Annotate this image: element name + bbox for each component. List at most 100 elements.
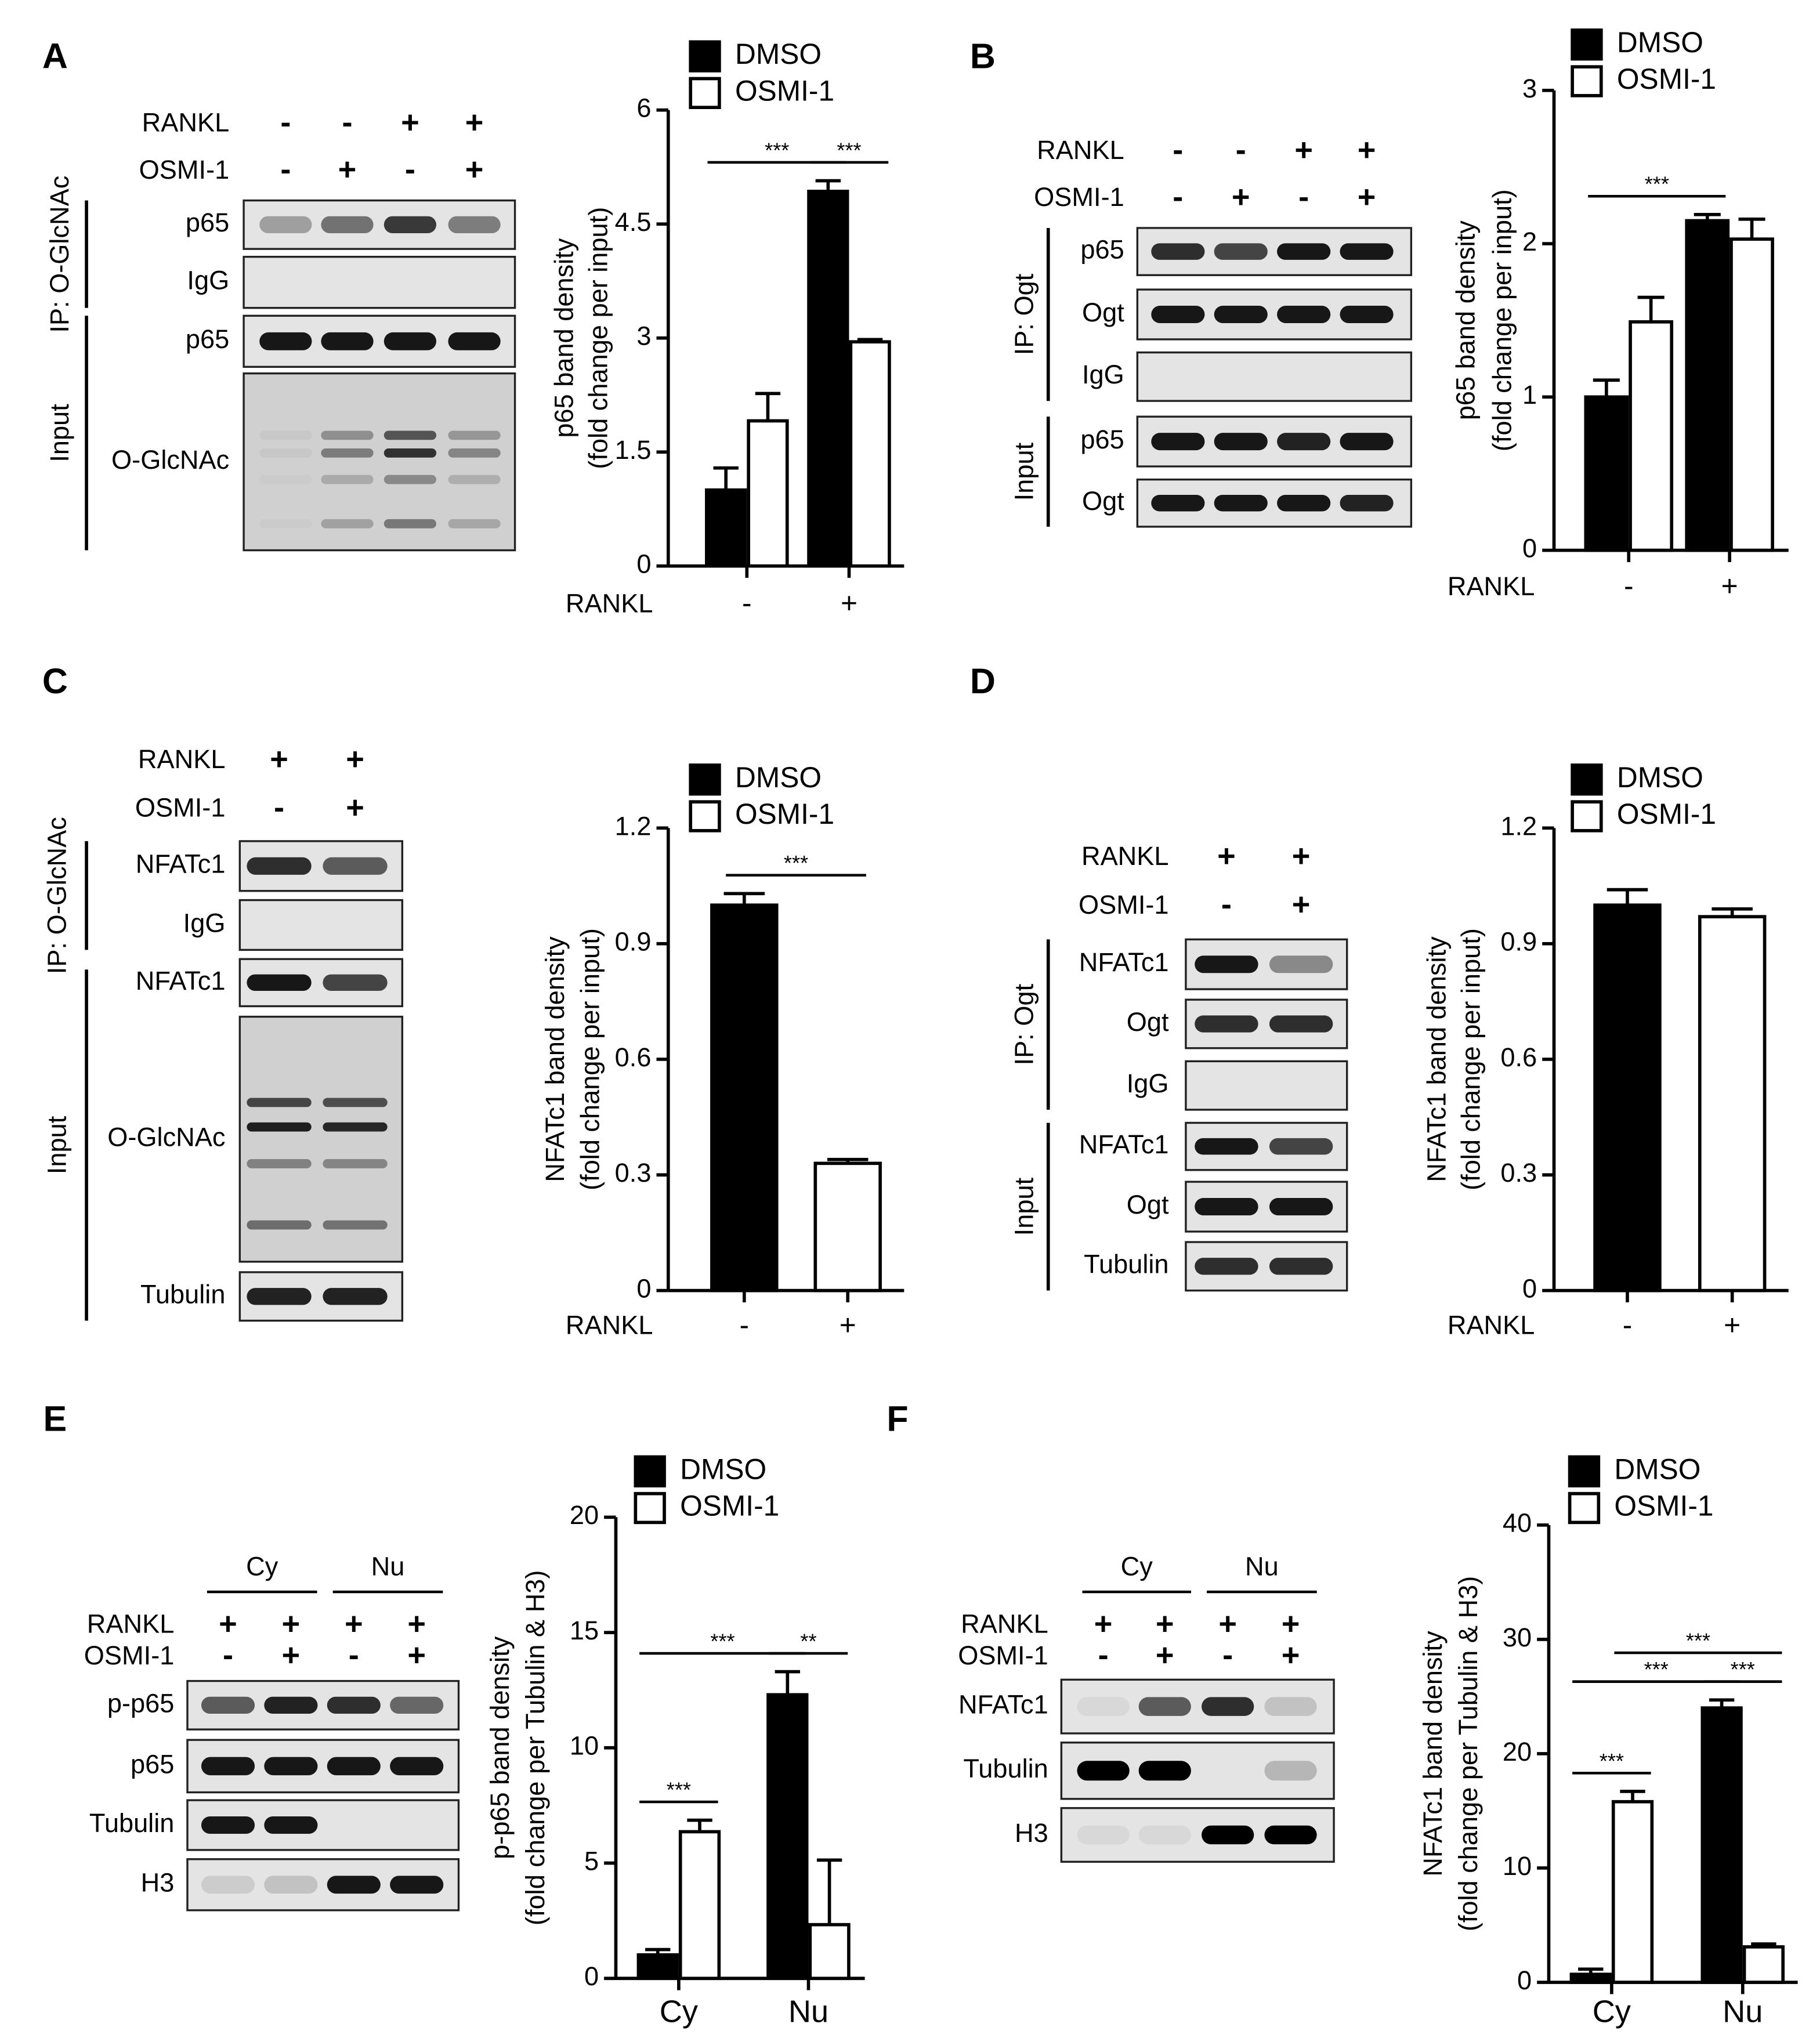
blot-band — [1264, 1825, 1317, 1845]
blot-band — [1269, 1138, 1333, 1155]
blot-band — [1269, 1198, 1333, 1216]
group-label: Input — [1009, 442, 1039, 501]
error-bar — [723, 892, 765, 906]
condition-sign: + — [1217, 839, 1236, 874]
condition-sign: - — [405, 152, 415, 187]
row-label: Ogt — [1082, 298, 1124, 327]
blot-band — [327, 1876, 381, 1894]
y-axis-label: (fold change per input) — [1456, 928, 1485, 1190]
condition-sign: - — [1098, 1638, 1109, 1673]
group-label: IP: O-GlcNAc — [42, 817, 72, 974]
blot-band — [1277, 306, 1331, 324]
condition-sign: - — [280, 152, 291, 187]
blot-strip — [238, 1015, 404, 1263]
blot-band — [259, 475, 312, 484]
bar — [1698, 915, 1767, 1293]
bar — [1685, 219, 1730, 552]
blot-band — [390, 1757, 444, 1776]
condition-sign: + — [1292, 839, 1311, 874]
fraction-label: Cy — [246, 1551, 278, 1581]
blot-strip — [1185, 938, 1348, 990]
y-tick-label: 15 — [570, 1616, 599, 1645]
condition-label: RANKL — [87, 1609, 175, 1639]
condition-sign: + — [1282, 1606, 1300, 1641]
legend-swatch — [689, 77, 721, 110]
error-bar — [687, 1818, 712, 1832]
row-label: IgG — [187, 266, 229, 295]
blot-band — [259, 448, 312, 458]
row-label: Tubulin — [1084, 1250, 1168, 1279]
condition-sign: + — [1094, 1606, 1113, 1641]
significance-label: *** — [765, 138, 789, 162]
condition-label: OSMI-1 — [1034, 182, 1124, 212]
blot-band — [390, 1696, 444, 1714]
blot-band — [264, 1816, 318, 1834]
error-bar — [1738, 217, 1765, 240]
significance-label: *** — [837, 138, 861, 162]
blot-band — [1214, 243, 1268, 260]
row-label: O-GlcNAc — [107, 1123, 225, 1152]
blot-band — [1077, 1697, 1130, 1716]
row-label: Tubulin — [140, 1280, 225, 1309]
condition-sign: + — [1156, 1638, 1174, 1673]
blot-band — [321, 519, 374, 528]
blot-2: C RANKL + + OSMI-1 - + NFATc1 IgG NFATc1 O-GlcNAc T… — [42, 661, 404, 1322]
blot-band — [1340, 495, 1394, 512]
x-tick-label: - — [742, 587, 752, 620]
blot-band — [1202, 1697, 1254, 1716]
condition-sign: + — [270, 741, 288, 776]
x-axis-label: RANKL — [566, 588, 653, 618]
x-tick-label: + — [840, 1309, 856, 1341]
blot-band — [1138, 1825, 1191, 1845]
blot-band — [1277, 243, 1331, 260]
blot-band — [247, 1159, 312, 1168]
legend-swatch — [634, 1455, 666, 1487]
legend-label: OSMI-1 — [680, 1490, 779, 1522]
blot-band — [247, 857, 312, 875]
x-tick-label: - — [1623, 1309, 1633, 1341]
y-tick-label: 0 — [584, 1961, 599, 1991]
blot-band — [264, 1696, 318, 1714]
blot-band — [201, 1876, 255, 1894]
blot-band — [448, 430, 501, 440]
y-tick-label: 30 — [1503, 1623, 1532, 1652]
chart-1: 0 1 2 3 p65 band density (fold change per inp… — [1448, 26, 1789, 602]
significance-label: *** — [667, 1778, 691, 1801]
condition-label: RANKL — [1037, 135, 1124, 165]
x-tick-label: - — [740, 1309, 750, 1341]
condition-label: OSMI-1 — [1079, 890, 1169, 920]
row-label: NFATc1 — [1079, 947, 1169, 977]
y-tick-label: 0 — [636, 549, 651, 579]
legend-swatch — [1568, 1455, 1601, 1487]
x-axis-label: RANKL — [1448, 1311, 1535, 1340]
row-label: Tubulin — [89, 1808, 174, 1838]
condition-label: RANKL — [138, 744, 226, 774]
blot-band — [323, 857, 388, 875]
legend-swatch — [689, 40, 721, 73]
legend-swatch — [689, 800, 721, 832]
blot-strip — [243, 255, 516, 309]
y-tick-label: 0.6 — [1500, 1042, 1537, 1072]
error-bar — [775, 1670, 801, 1695]
legend-label: OSMI-1 — [1614, 1490, 1713, 1522]
significance-label: *** — [1600, 1749, 1624, 1773]
error-bar — [755, 392, 781, 421]
condition-label: RANKL — [1081, 841, 1169, 871]
blot-band — [321, 475, 374, 484]
x-tick-label: Cy — [660, 1994, 698, 2029]
blot-band — [264, 1757, 318, 1776]
blot-band — [321, 332, 374, 350]
row-label: p-p65 — [107, 1688, 175, 1718]
row-label: p65 — [186, 324, 229, 354]
blot-band — [247, 1122, 312, 1132]
x-tick-label: + — [841, 587, 857, 620]
condition-sign: + — [1218, 1606, 1237, 1641]
condition-sign: - — [1236, 132, 1246, 167]
condition-sign: + — [401, 105, 419, 140]
y-tick-label: 0 — [1522, 533, 1537, 563]
blot-band — [1264, 1761, 1317, 1781]
blot-band — [323, 974, 388, 991]
bar — [849, 340, 891, 568]
x-tick-label: - — [1624, 570, 1634, 602]
condition-label: OSMI-1 — [139, 155, 230, 184]
